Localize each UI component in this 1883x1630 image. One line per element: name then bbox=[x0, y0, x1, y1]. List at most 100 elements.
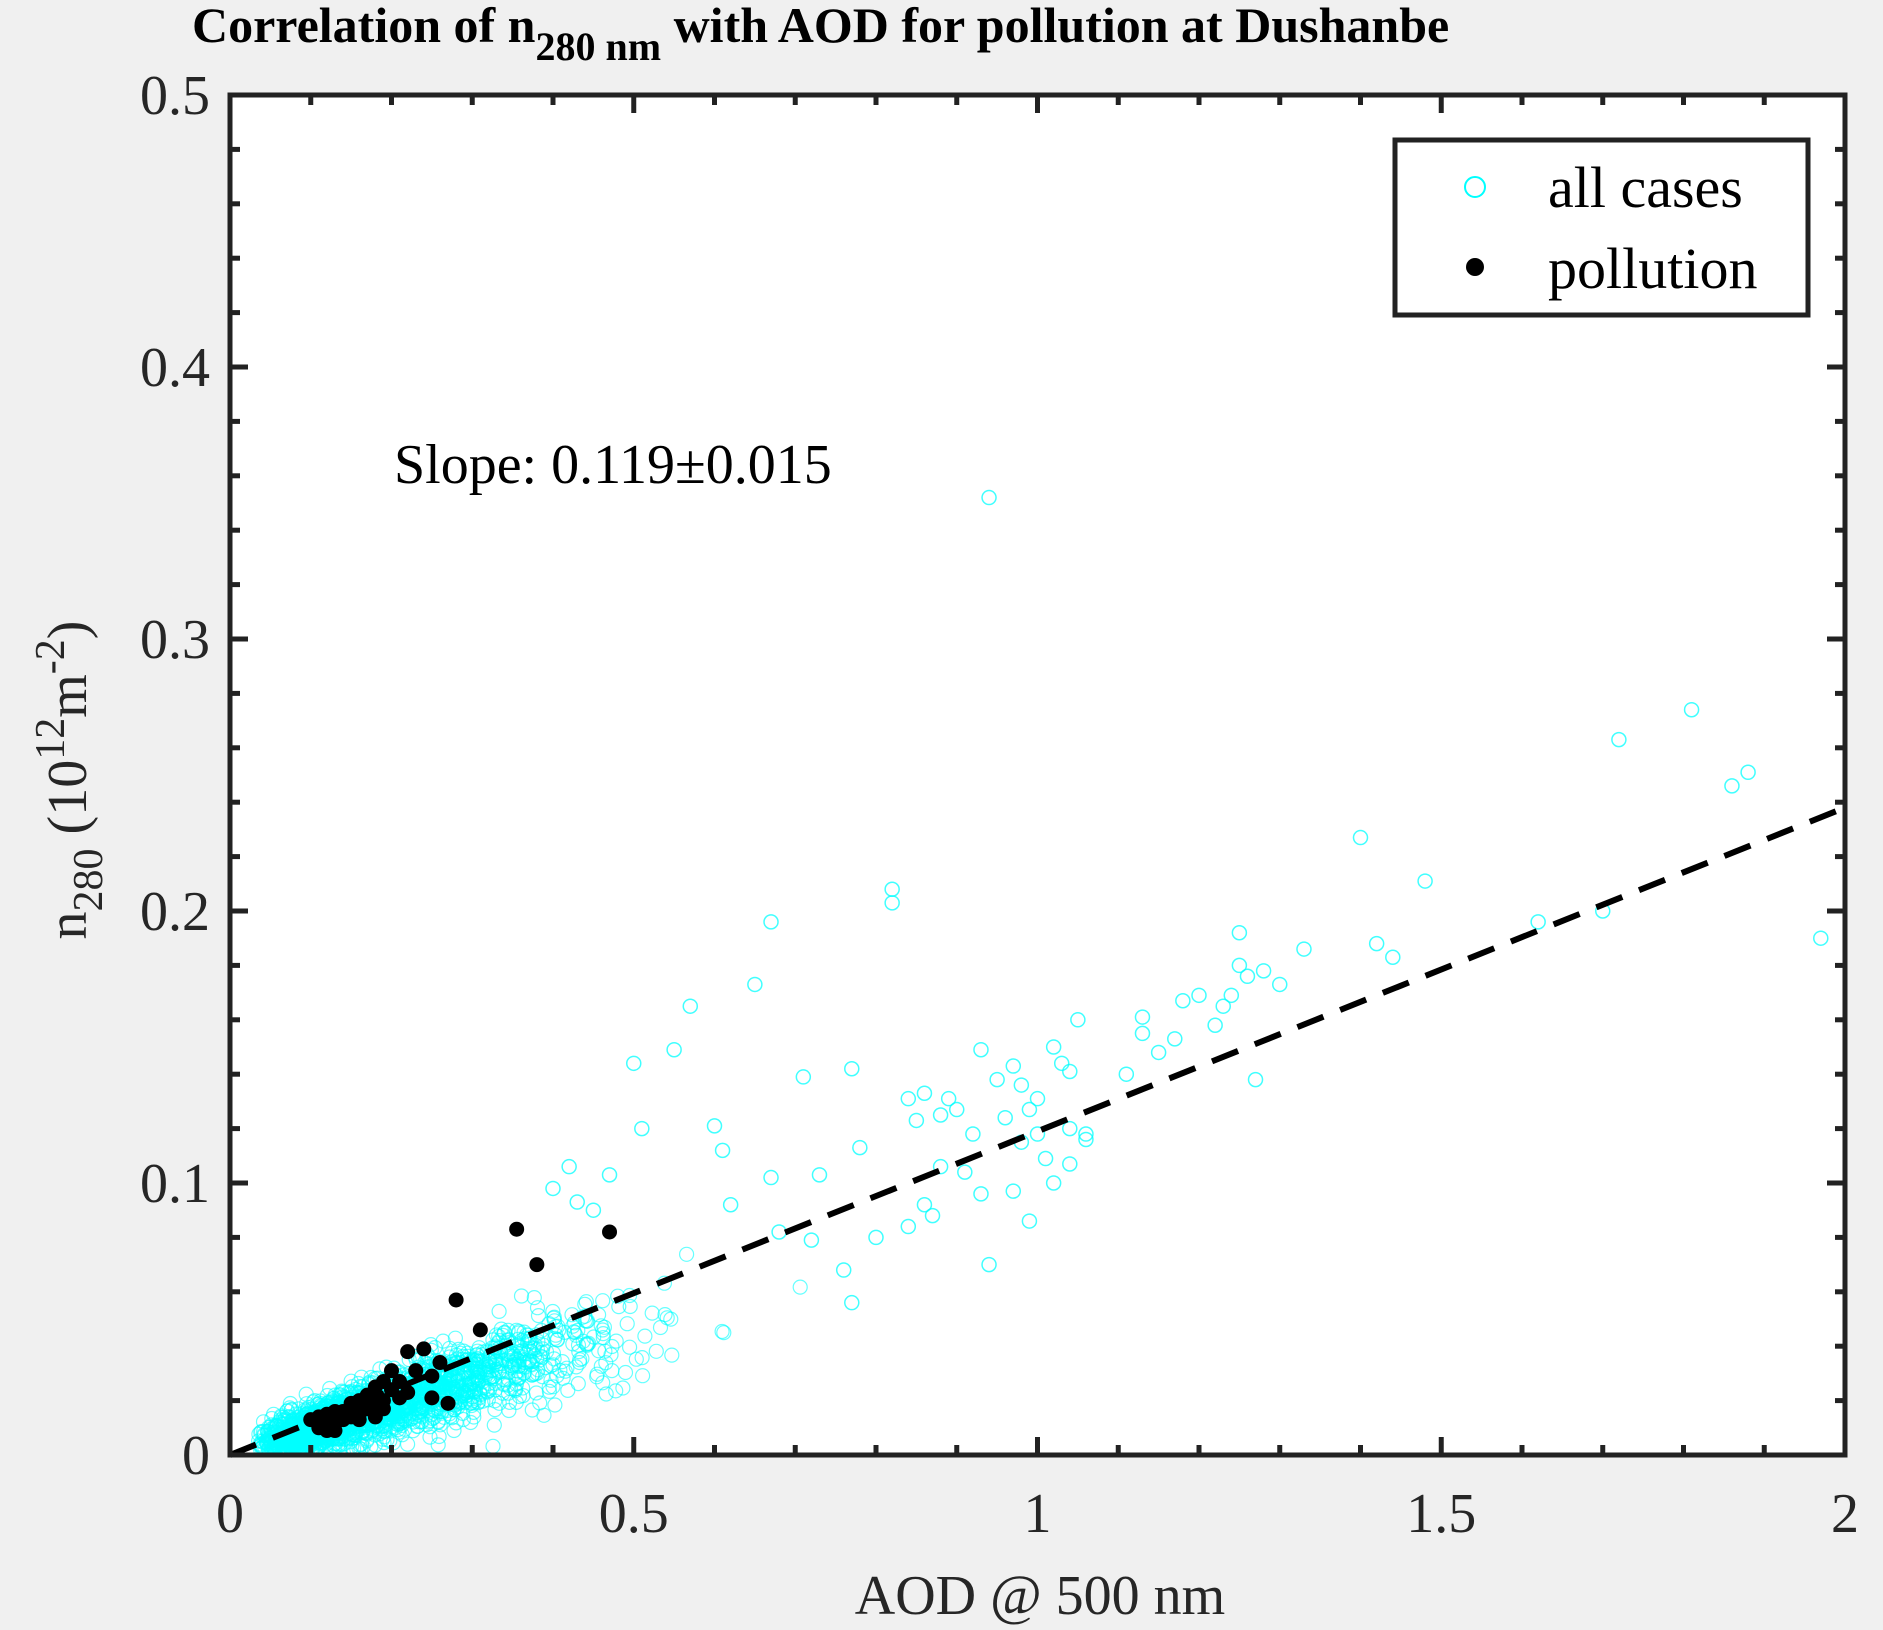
all-cases-point bbox=[526, 1289, 542, 1306]
all-cases-point bbox=[924, 1207, 941, 1224]
all-cases-point bbox=[706, 1118, 723, 1134]
all-cases-point bbox=[1352, 829, 1369, 846]
all-cases-point bbox=[1045, 1175, 1062, 1191]
all-cases-point bbox=[549, 1368, 565, 1384]
all-cases-point bbox=[593, 1318, 609, 1334]
all-cases-point bbox=[566, 1324, 582, 1340]
all-cases-point bbox=[803, 1232, 820, 1248]
all-cases-point bbox=[747, 976, 763, 993]
all-cases-point bbox=[835, 1262, 852, 1278]
all-cases-point bbox=[435, 1377, 451, 1393]
all-cases-point bbox=[678, 1246, 695, 1262]
all-cases-point bbox=[532, 1395, 548, 1411]
all-cases-point bbox=[722, 1197, 739, 1213]
y-tick-label: 0.1 bbox=[140, 1153, 210, 1215]
all-cases-point bbox=[989, 1071, 1005, 1088]
all-cases-point bbox=[388, 1416, 405, 1432]
pollution-point bbox=[416, 1341, 432, 1357]
all-cases-point bbox=[501, 1402, 517, 1419]
all-cases-point bbox=[457, 1394, 473, 1411]
all-cases-point bbox=[529, 1300, 546, 1316]
all-cases-point bbox=[1191, 987, 1207, 1004]
pollution-point bbox=[424, 1390, 440, 1406]
all-cases-point bbox=[444, 1410, 460, 1426]
x-tick-label: 2 bbox=[1831, 1483, 1859, 1545]
all-cases-point bbox=[1005, 1183, 1022, 1199]
all-cases-point bbox=[1070, 1012, 1086, 1028]
all-cases-point bbox=[407, 1409, 423, 1425]
all-cases-point bbox=[1134, 1025, 1151, 1042]
plot-area bbox=[230, 95, 1845, 1455]
all-cases-point bbox=[621, 1339, 638, 1355]
all-cases-point bbox=[547, 1397, 563, 1413]
x-tick-labels: 0 0.5 1 1.5 2 bbox=[216, 1483, 1859, 1545]
all-cases-point bbox=[714, 1323, 730, 1340]
all-cases-point bbox=[263, 1436, 279, 1452]
all-cases-point bbox=[1231, 925, 1248, 941]
all-cases-point bbox=[949, 1101, 965, 1118]
pollution-point bbox=[408, 1363, 424, 1379]
all-cases-point bbox=[487, 1393, 503, 1409]
chart-title-subscript: 280 nm bbox=[535, 24, 661, 69]
all-cases-point bbox=[530, 1307, 547, 1324]
all-cases-point bbox=[626, 1055, 642, 1072]
all-cases-point bbox=[529, 1365, 545, 1381]
slope-annotation: Slope: 0.119±0.015 bbox=[394, 434, 832, 496]
all-cases-point bbox=[1029, 1126, 1046, 1142]
all-cases-point bbox=[908, 1112, 925, 1129]
all-cases-point bbox=[637, 1328, 653, 1344]
all-cases-point bbox=[634, 1349, 650, 1366]
all-cases-point bbox=[560, 1382, 576, 1399]
all-cases-point bbox=[520, 1333, 536, 1350]
all-cases-point bbox=[390, 1424, 407, 1440]
all-cases-point bbox=[568, 1359, 584, 1375]
all-cases-point bbox=[811, 1167, 828, 1183]
all-cases-point bbox=[1813, 930, 1829, 946]
all-cases-point bbox=[1029, 1090, 1046, 1107]
y-tick-label: 0.5 bbox=[140, 65, 210, 127]
all-cases-point bbox=[1740, 764, 1756, 781]
all-cases-point bbox=[491, 1303, 507, 1320]
all-cases-point bbox=[581, 1335, 597, 1352]
all-cases-point bbox=[1215, 998, 1231, 1014]
all-cases-point bbox=[763, 1169, 779, 1186]
all-cases-point bbox=[589, 1369, 605, 1385]
all-cases-point bbox=[792, 1279, 808, 1295]
all-cases-point bbox=[619, 1316, 635, 1332]
all-cases-point bbox=[347, 1427, 363, 1443]
legend: all cases pollution bbox=[1392, 137, 1811, 318]
all-cases-point bbox=[593, 1358, 609, 1374]
all-cases-point bbox=[337, 1384, 353, 1400]
y-tick-label: 0.2 bbox=[140, 881, 210, 943]
all-cases-point bbox=[795, 1069, 812, 1085]
all-cases-point bbox=[1255, 963, 1272, 979]
all-cases-point bbox=[545, 1303, 561, 1320]
pollution-points bbox=[303, 1221, 618, 1439]
all-cases-point bbox=[1296, 941, 1312, 957]
all-cases-point bbox=[422, 1429, 438, 1445]
all-cases-point bbox=[431, 1428, 447, 1445]
x-axis-label: AOD @ 500 nm bbox=[855, 1565, 1225, 1627]
pollution-point bbox=[351, 1412, 367, 1428]
all-cases-point bbox=[1078, 1131, 1094, 1148]
all-cases-point bbox=[601, 1167, 618, 1183]
all-cases-point bbox=[338, 1431, 354, 1448]
pollution-point bbox=[384, 1363, 399, 1379]
pollution-point bbox=[400, 1344, 416, 1360]
all-cases-point bbox=[571, 1343, 587, 1360]
all-cases-point bbox=[1045, 1039, 1062, 1055]
all-cases-point bbox=[1118, 1066, 1135, 1082]
x-tick-label: 0.5 bbox=[599, 1483, 669, 1545]
all-cases-point bbox=[475, 1393, 491, 1409]
all-cases-point bbox=[486, 1417, 502, 1433]
all-cases-point bbox=[844, 1294, 860, 1311]
all-cases-point bbox=[622, 1298, 638, 1315]
all-cases-point bbox=[1223, 987, 1240, 1004]
all-cases-point bbox=[430, 1437, 446, 1453]
all-cases-point bbox=[1167, 1031, 1183, 1047]
all-cases-point bbox=[529, 1341, 546, 1358]
all-cases-point bbox=[455, 1385, 471, 1401]
y-tick-label: 0 bbox=[182, 1425, 210, 1487]
pollution-point bbox=[529, 1257, 545, 1273]
all-cases-point bbox=[628, 1351, 644, 1367]
